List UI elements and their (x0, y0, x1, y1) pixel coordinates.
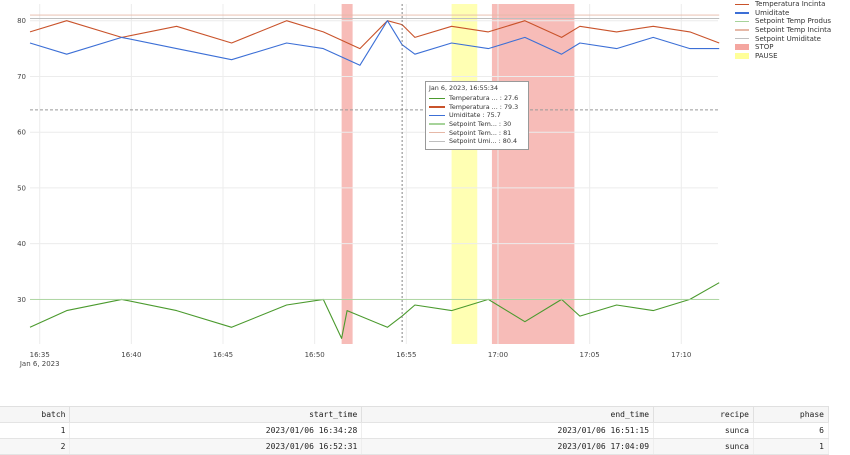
table-row[interactable]: 2 2023/01/06 16:52:31 2023/01/06 17:04:0… (0, 438, 829, 455)
table-cell: 1 (753, 438, 829, 455)
tooltip-swatch (429, 97, 445, 99)
legend-item[interactable]: Umiditate (735, 9, 831, 18)
table-cell: 1 (0, 422, 71, 439)
legend-label: Setpoint Temp Produs (755, 17, 832, 26)
tooltip-swatch (429, 114, 445, 117)
tooltip-label: Temperatura ... : 27.6 (449, 94, 519, 103)
series-temperatura-incinta (29, 20, 720, 50)
y-tick-label: 60 (17, 129, 26, 137)
tooltip-label: Setpoint Tem... : 81 (449, 128, 512, 137)
legend-item[interactable]: Temperatura Incinta (735, 0, 831, 9)
tooltip-row: Umiditate : 75.7 (429, 111, 525, 120)
tooltip-swatch (429, 140, 445, 142)
y-tick-label: 30 (17, 296, 26, 304)
legend-label: STOP (755, 43, 774, 52)
legend-swatch (735, 12, 749, 14)
legend-item[interactable]: Setpoint Temp Incinta (735, 26, 831, 35)
legend-item[interactable]: PAUSE (735, 52, 831, 61)
legend-label: Setpoint Umiditate (755, 34, 821, 43)
legend-swatch (735, 52, 749, 59)
tooltip-title: Jan 6, 2023, 16:55:34 (429, 84, 499, 92)
x-tick-label: 17:00 (488, 351, 508, 359)
tooltip-row: Setpoint Tem... : 30 (429, 120, 525, 129)
stop-band (341, 4, 353, 344)
legend-label: Umiditate (755, 8, 790, 17)
x-tick-label: 16:40 (121, 351, 141, 359)
table-cell: 2023/01/06 16:34:28 (69, 422, 363, 439)
y-tick-label: 50 (17, 184, 26, 192)
legend-label: Temperatura Incinta (755, 0, 826, 9)
tooltip-label: Umiditate : 75.7 (449, 111, 501, 120)
table-row[interactable]: 1 2023/01/06 16:34:28 2023/01/06 16:51:1… (0, 422, 829, 439)
legend-item[interactable]: Setpoint Umiditate (735, 34, 831, 43)
legend-swatch (735, 20, 749, 23)
x-tick-label: 16:35 (30, 351, 50, 359)
x-tick-label: 17:10 (671, 351, 691, 359)
tooltip-row: Temperatura ... : 27.6 (429, 94, 525, 103)
legend-item[interactable]: STOP (735, 43, 831, 52)
tooltip-row: Temperatura ... : 79.3 (429, 103, 525, 112)
legend-swatch (735, 44, 749, 51)
x-date-label: Jan 6, 2023 (19, 360, 60, 368)
table-cell: sunca (653, 422, 754, 439)
tooltip-swatch (429, 106, 445, 108)
tooltip-row: Setpoint Tem... : 81 (429, 128, 525, 137)
table-cell: 6 (753, 422, 829, 439)
series-temperatura-produs (29, 282, 720, 339)
tooltip-label: Setpoint Umi... : 80.4 (449, 137, 518, 146)
x-tick-label: 17:05 (580, 351, 600, 359)
tooltip-label: Setpoint Tem... : 30 (449, 120, 512, 129)
y-tick-label: 70 (17, 73, 26, 81)
stop-band (491, 4, 575, 344)
tooltip-swatch (429, 123, 445, 125)
x-tick-label: 16:55 (396, 351, 416, 359)
column-header-end-time[interactable]: end_time (361, 406, 655, 423)
batch-table: batch start_time end_time recipe phase 1… (0, 406, 829, 455)
tooltip-swatch (429, 132, 445, 134)
table-cell: sunca (653, 438, 754, 455)
table-cell: 2023/01/06 17:04:09 (361, 438, 655, 455)
table-cell: 2023/01/06 16:51:15 (361, 422, 655, 439)
column-header-batch[interactable]: batch (0, 406, 71, 423)
table-cell: 2023/01/06 16:52:31 (69, 438, 363, 455)
column-header-recipe[interactable]: recipe (653, 406, 754, 423)
timeseries-chart[interactable]: 30 40 50 60 70 80 16:35 16:40 16:45 16:50 16:55 17:… (0, 0, 850, 390)
legend-swatch (735, 3, 749, 5)
hover-tooltip: Jan 6, 2023, 16:55:34 Temperatura ... : … (425, 81, 529, 150)
pause-band (451, 4, 478, 344)
legend-label: PAUSE (755, 51, 778, 60)
column-header-start-time[interactable]: start_time (69, 406, 363, 423)
x-tick-label: 16:45 (213, 351, 233, 359)
series-umiditate (29, 20, 720, 66)
legend-swatch (735, 29, 749, 31)
chart-legend: Temperatura Incinta Umiditate Setpoint Tem… (735, 0, 831, 60)
table-cell: 2 (0, 438, 71, 455)
legend-label: Setpoint Temp Incinta (755, 26, 832, 35)
legend-item[interactable]: Setpoint Temp Produs (735, 17, 831, 26)
y-tick-label: 40 (17, 240, 26, 248)
column-header-phase[interactable]: phase (753, 406, 829, 423)
legend-swatch (735, 37, 749, 40)
tooltip-row: Setpoint Umi... : 80.4 (429, 137, 525, 146)
x-tick-label: 16:50 (305, 351, 325, 359)
y-tick-label: 80 (17, 17, 26, 25)
tooltip-label: Temperatura ... : 79.3 (449, 102, 519, 111)
